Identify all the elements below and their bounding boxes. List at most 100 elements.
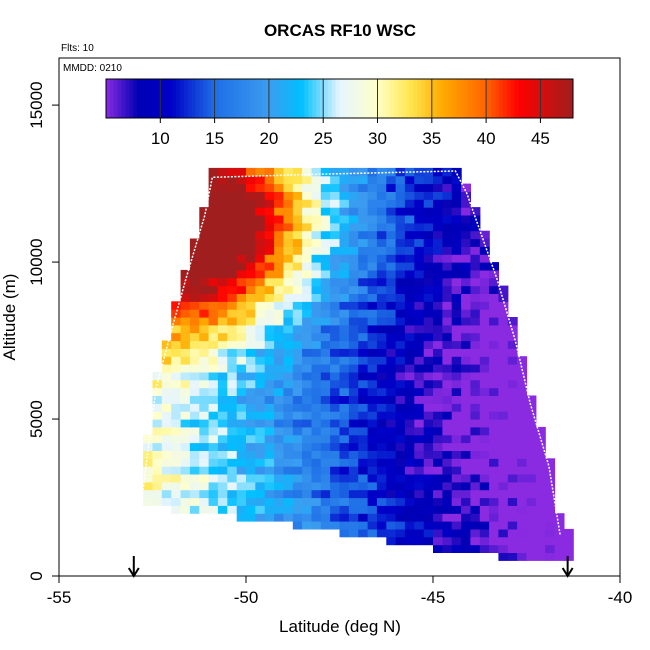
heatmap-cell — [320, 403, 331, 412]
heatmap-cell — [320, 356, 331, 365]
colorbar-segment — [296, 79, 302, 118]
heatmap-cell — [358, 450, 369, 459]
heatmap-cell — [330, 481, 341, 491]
colorbar-segment — [308, 79, 313, 118]
heatmap-cell — [227, 364, 238, 373]
heatmap-cell — [302, 175, 313, 185]
colorbar-segment — [405, 79, 411, 118]
heatmap-cell — [236, 309, 247, 318]
heatmap-cell — [152, 450, 163, 459]
heatmap-cell — [498, 450, 509, 459]
heatmap-cell — [517, 411, 528, 420]
heatmap-cell — [255, 293, 266, 302]
heatmap-cell — [386, 379, 397, 389]
heatmap-cell — [302, 293, 313, 302]
heatmap-cell — [423, 340, 434, 349]
heatmap-cell — [423, 199, 434, 208]
heatmap-cell — [246, 301, 256, 310]
heatmap-cell — [283, 364, 294, 373]
colorbar-segment — [557, 79, 562, 118]
heatmap-cell — [264, 230, 275, 240]
heatmap-cell — [395, 521, 406, 530]
heatmap-cell — [246, 309, 256, 318]
heatmap-cell — [367, 215, 378, 224]
heatmap-cell — [292, 301, 303, 310]
heatmap-cell — [517, 521, 528, 530]
heatmap-cell — [217, 230, 228, 240]
heatmap-cell — [489, 419, 499, 428]
heatmap-cell — [189, 348, 200, 357]
heatmap-cell — [507, 387, 518, 396]
heatmap-cell — [302, 419, 313, 428]
heatmap-cell — [264, 434, 275, 444]
heatmap-cell — [414, 371, 425, 381]
heatmap-cell — [367, 183, 378, 192]
heatmap-cell — [470, 340, 481, 349]
heatmap-cell — [217, 442, 228, 451]
heatmap-cell — [217, 379, 228, 389]
heatmap-cell — [489, 277, 499, 287]
heatmap-cell — [507, 332, 518, 342]
heatmap-cell — [339, 324, 350, 334]
heatmap-cell — [246, 403, 256, 412]
heatmap-cell — [358, 340, 369, 349]
heatmap-cell — [339, 521, 350, 530]
heatmap-cell — [217, 505, 228, 514]
heatmap-cell — [395, 332, 406, 342]
heatmap-cell — [283, 356, 294, 365]
heatmap-cell — [451, 544, 462, 553]
heatmap-cell — [320, 521, 331, 530]
heatmap-cell — [330, 332, 341, 342]
heatmap-cell — [376, 403, 387, 412]
heatmap-cell — [367, 199, 378, 208]
heatmap-cell — [348, 293, 359, 302]
heatmap-cell — [386, 536, 397, 546]
heatmap-cell — [161, 466, 172, 475]
heatmap-cell — [423, 191, 434, 200]
heatmap-cell — [451, 317, 462, 326]
heatmap-cell — [554, 544, 565, 553]
heatmap-cell — [433, 246, 443, 255]
heatmap-cell — [292, 387, 303, 396]
heatmap-cell — [236, 505, 247, 514]
heatmap-cell — [274, 348, 284, 357]
heatmap-cell — [161, 340, 172, 349]
heatmap-cell — [433, 199, 443, 208]
heatmap-cell — [274, 371, 284, 381]
heatmap-cell — [470, 521, 481, 530]
heatmap-cell — [152, 419, 163, 428]
heatmap-cell — [246, 191, 256, 200]
heatmap-cell — [376, 442, 387, 451]
heatmap-cell — [358, 364, 369, 373]
heatmap-cell — [442, 207, 453, 216]
heatmap-cell — [451, 238, 462, 247]
heatmap-cell — [433, 254, 443, 263]
heatmap-cell — [433, 521, 443, 530]
heatmap-cell — [348, 207, 359, 216]
heatmap-cell — [311, 474, 322, 483]
colorbar-segment — [238, 79, 243, 118]
heatmap-cell — [535, 458, 546, 467]
heatmap-cell — [217, 183, 228, 192]
heatmap-cell — [246, 246, 256, 255]
colorbar-segment — [499, 79, 504, 118]
heatmap-cell — [302, 481, 313, 491]
colorbar-segment — [425, 79, 430, 118]
heatmap-cell — [451, 481, 462, 491]
heatmap-cell — [302, 513, 313, 522]
heatmap-cell — [274, 419, 284, 428]
heatmap-cell — [330, 324, 341, 334]
heatmap-cell — [451, 324, 462, 334]
heatmap-cell — [517, 528, 528, 538]
heatmap-cell — [358, 474, 369, 483]
heatmap-cell — [292, 324, 303, 334]
heatmap-cell — [442, 309, 453, 318]
heatmap-cell — [283, 442, 294, 451]
heatmap-cell — [461, 387, 471, 396]
heatmap-cell — [320, 348, 331, 357]
heatmap-cell — [386, 497, 397, 506]
heatmap-cell — [376, 466, 387, 475]
heatmap-cell — [451, 395, 462, 404]
heatmap-cell — [376, 387, 387, 396]
heatmap-cell — [442, 474, 453, 483]
